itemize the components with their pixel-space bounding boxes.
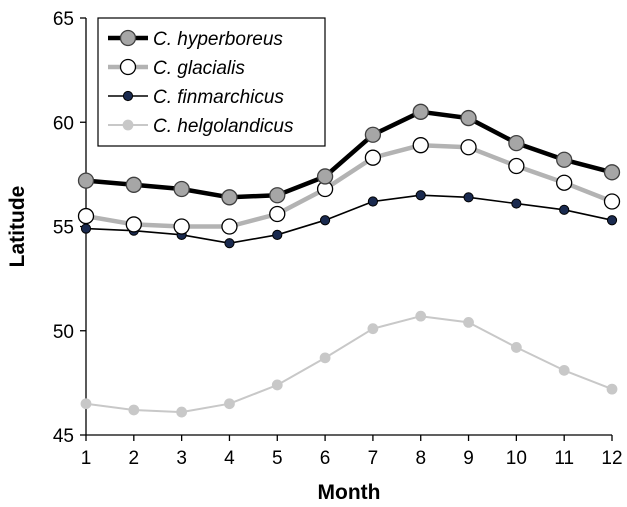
- x-tick-label: 7: [368, 448, 379, 469]
- y-axis-title: Latitude: [6, 186, 29, 268]
- legend-item: C. helgolandicus: [108, 116, 294, 137]
- data-point: [556, 174, 573, 191]
- y-tick-label: 50: [53, 322, 74, 343]
- data-point: [77, 172, 95, 189]
- series-c-hyperboreus: [77, 103, 621, 206]
- legend-label: C. finmarchicus: [153, 87, 284, 108]
- data-point: [364, 126, 382, 143]
- x-tick-label: 3: [176, 448, 187, 469]
- data-point: [316, 168, 334, 185]
- data-point: [269, 205, 286, 223]
- data-point: [415, 310, 427, 322]
- data-point: [559, 204, 570, 215]
- x-tick-label: 1: [81, 448, 92, 469]
- data-point: [511, 198, 522, 209]
- data-point: [80, 398, 92, 410]
- legend-label: C. helgolandicus: [153, 116, 294, 137]
- data-point: [80, 223, 92, 234]
- data-point: [510, 342, 522, 353]
- data-point: [319, 352, 331, 364]
- legend-marker-swatch: [119, 29, 137, 47]
- data-point: [77, 207, 95, 225]
- series-c-finmarchicus: [80, 190, 618, 249]
- y-tick-label: 60: [53, 113, 74, 134]
- y-tick-label: 65: [53, 9, 74, 30]
- y-tick-label: 45: [53, 426, 74, 447]
- series-c-helgolandicus: [80, 310, 618, 418]
- data-point: [364, 149, 382, 166]
- data-point: [508, 134, 525, 152]
- x-tick-label: 8: [415, 448, 426, 469]
- data-point: [556, 151, 573, 168]
- series-layer: [77, 103, 621, 418]
- x-tick-label: 11: [554, 448, 574, 469]
- data-point: [125, 176, 142, 193]
- x-tick-label: 2: [129, 448, 140, 469]
- series-c-glacialis: [77, 137, 621, 235]
- series-line: [85, 315, 613, 414]
- legend: C. hyperboreus C. glacialis C. finmarchicu…: [97, 17, 326, 147]
- data-point: [221, 218, 238, 235]
- data-point: [508, 157, 525, 175]
- x-tick-label: 4: [224, 448, 235, 469]
- data-point: [319, 215, 331, 226]
- data-point: [173, 218, 190, 235]
- legend-marker-swatch: [122, 119, 134, 131]
- legend-label: C. glacialis: [153, 58, 245, 79]
- data-point: [460, 139, 477, 156]
- data-point: [367, 323, 379, 335]
- data-point: [412, 137, 429, 154]
- data-point: [460, 109, 477, 127]
- data-point: [128, 404, 140, 416]
- x-tick-label: 12: [601, 448, 622, 469]
- data-point: [463, 317, 474, 328]
- x-tick-label: 6: [320, 448, 331, 469]
- data-point: [367, 196, 379, 207]
- legend-marker-swatch: [122, 90, 134, 102]
- series-line: [85, 194, 613, 244]
- data-point: [271, 379, 283, 391]
- legend-item: C. hyperboreus: [108, 29, 283, 50]
- data-point: [224, 398, 235, 410]
- data-point: [606, 383, 618, 395]
- data-point: [272, 229, 283, 240]
- data-point: [415, 190, 426, 201]
- x-tick-label: 10: [506, 448, 527, 469]
- x-tick-label: 9: [463, 448, 474, 469]
- data-point: [224, 238, 235, 249]
- legend-item: C. glacialis: [108, 58, 245, 79]
- data-point: [269, 187, 286, 204]
- data-point: [463, 192, 474, 203]
- data-point: [173, 180, 190, 198]
- data-point: [603, 193, 621, 210]
- data-point: [606, 215, 618, 226]
- data-point: [221, 189, 238, 206]
- data-point: [125, 216, 142, 233]
- legend-item: C. finmarchicus: [108, 87, 284, 108]
- x-axis-title: Month: [318, 481, 381, 504]
- data-point: [603, 164, 621, 181]
- data-point: [558, 364, 570, 376]
- y-tick-label: 55: [53, 218, 74, 239]
- x-tick-label: 5: [272, 448, 283, 469]
- legend-marker-swatch: [119, 58, 137, 76]
- data-point: [412, 103, 429, 120]
- data-point: [176, 406, 188, 418]
- legend-label: C. hyperboreus: [153, 29, 283, 50]
